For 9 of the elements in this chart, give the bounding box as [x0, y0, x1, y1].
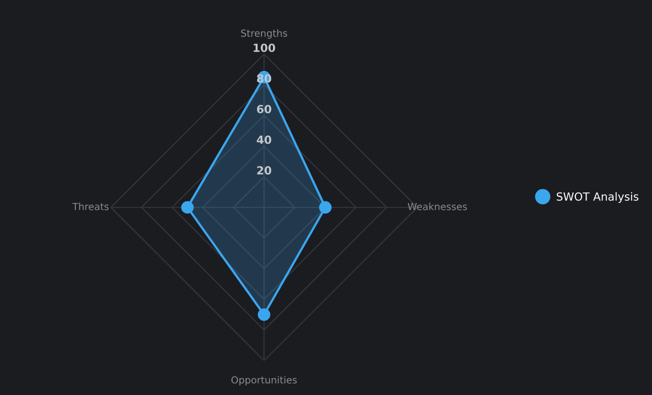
y-tick-label: 40 [256, 136, 272, 144]
spoke-label: Weaknesses [408, 202, 467, 210]
spoke-label: Strengths [241, 29, 288, 39]
legend-label: SWOT Analysis [556, 192, 638, 203]
y-tick-label: 20 [257, 166, 272, 175]
spoke-label: Threats [72, 202, 109, 210]
y-tick-label: 60 [257, 104, 272, 114]
y-tick-label: 100 [254, 44, 276, 52]
spoke-label: Opportunities [231, 376, 297, 386]
